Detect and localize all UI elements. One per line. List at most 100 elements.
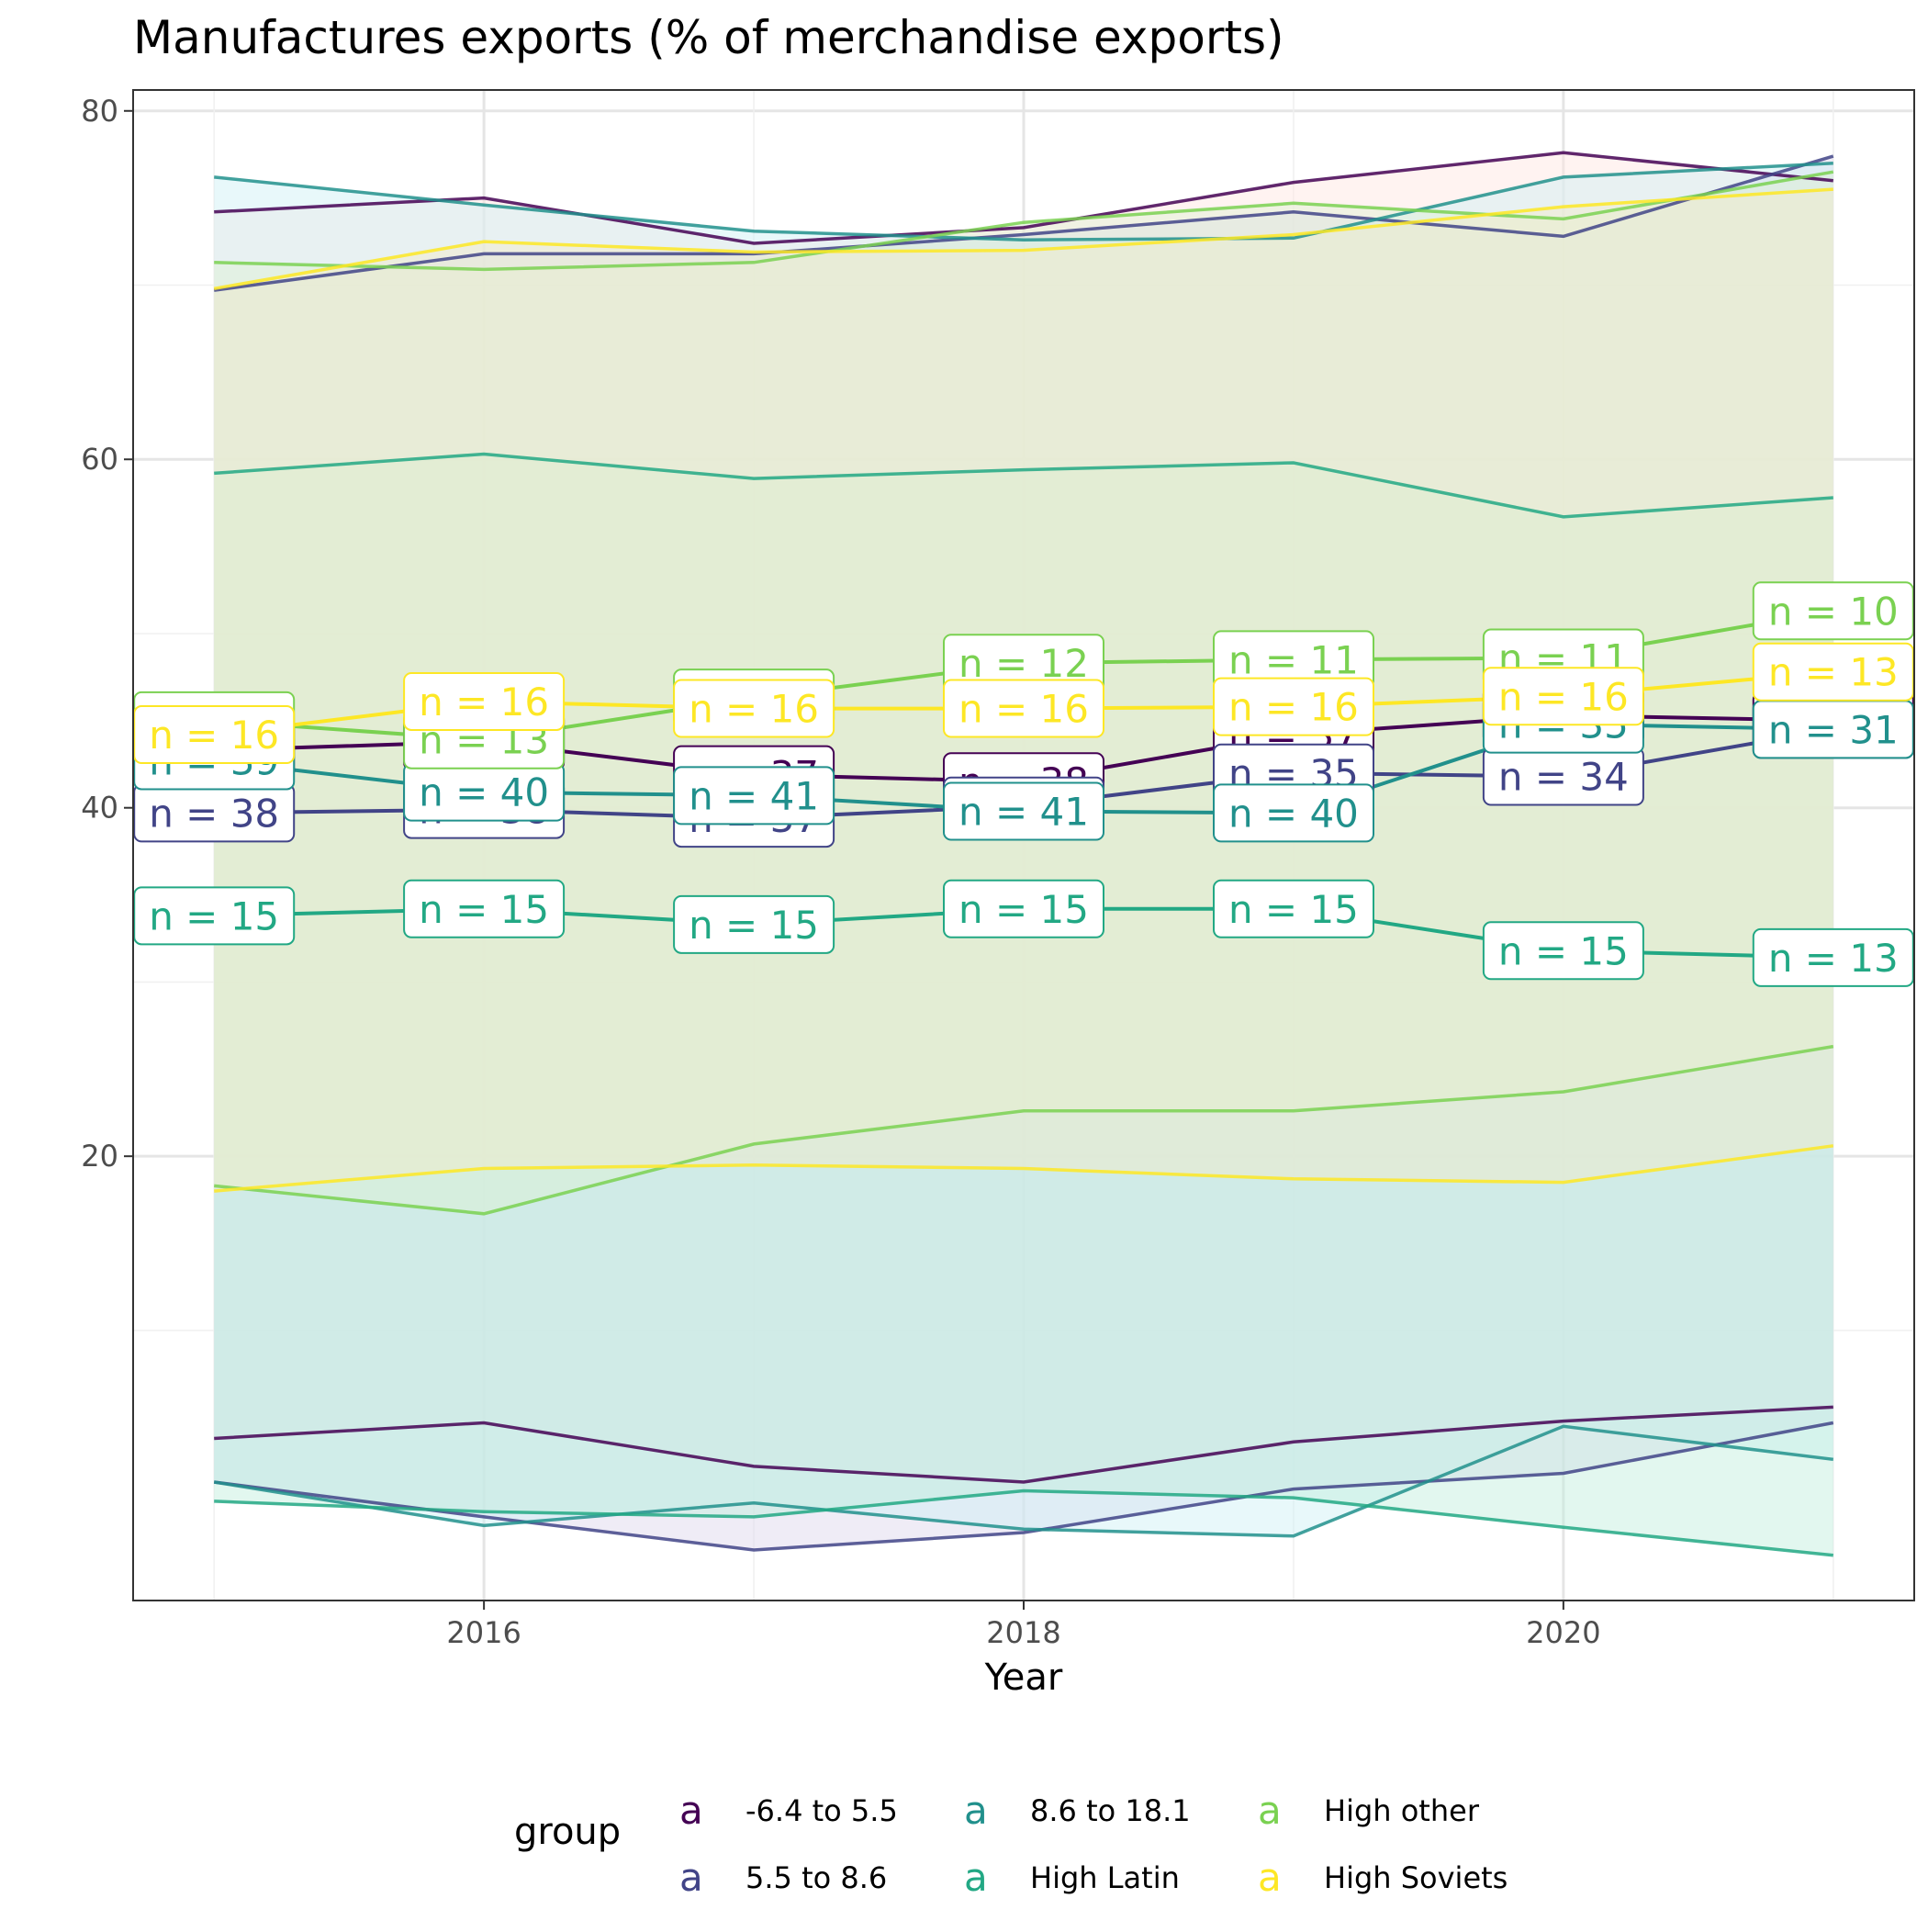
n-label-High Soviets: n = 16	[943, 679, 1104, 738]
band-5.5 to 8.6	[214, 156, 1833, 1551]
n-label-box	[403, 671, 566, 731]
n-label-text: n = 15	[149, 893, 279, 938]
legend: group a -6.4 to 5.5 a 8.6 to 18.1 a High othe…	[514, 1788, 1508, 1900]
n-label-High Latin: n = 15	[1213, 879, 1374, 938]
n-label-box	[1752, 927, 1914, 987]
legend-entry: a High Soviets	[1258, 1855, 1508, 1900]
line-lower--6.4 to 5.5	[214, 1405, 1833, 1484]
line-upper--6.4 to 5.5	[214, 151, 1833, 245]
n-label-box	[1752, 642, 1914, 702]
n-label-box	[673, 894, 835, 954]
n-label-High Soviets: n = 16	[403, 671, 566, 731]
n-label-text: n = 15	[1498, 928, 1629, 973]
n-label-text: n = 11	[1228, 637, 1359, 682]
n-label-text: n = 40	[419, 770, 549, 815]
x-tick-label: 2020	[1526, 1615, 1600, 1650]
line-upper-5.5 to 8.6	[213, 154, 1834, 292]
legend-key: a	[964, 1788, 988, 1833]
legend-label: -6.4 to 5.5	[745, 1793, 898, 1828]
n-label-text: n = 15	[1228, 887, 1359, 932]
legend-entry: a 8.6 to 18.1	[964, 1788, 1191, 1833]
n-label-High other: n = 10	[1752, 581, 1914, 641]
n-label-box	[943, 679, 1104, 738]
n-label-text: n = 16	[689, 687, 819, 732]
n-label-8.6 to 18.1: n = 31	[1752, 700, 1914, 759]
n-label-High other: n = 12	[943, 634, 1104, 693]
line-upper-High other	[214, 170, 1834, 272]
line-lower-High Latin	[214, 1488, 1833, 1557]
n-label-High other: n = 11	[1213, 630, 1374, 690]
n-label-text: n = 16	[1498, 674, 1629, 719]
n-label-8.6 to 18.1: n = 40	[403, 762, 566, 822]
legend-key: a	[679, 1788, 703, 1833]
legend-entry: a High Latin	[964, 1855, 1180, 1900]
legend-entry: a 5.5 to 8.6	[679, 1855, 887, 1900]
n-label-text: n = 13	[1768, 936, 1899, 981]
n-label-box	[133, 705, 296, 765]
n-label-8.6 to 18.1: n = 40	[1213, 783, 1374, 843]
n-label-text: n = 15	[689, 903, 819, 948]
line-lower-8.6 to 18.1	[213, 1424, 1834, 1538]
n-label-box	[133, 886, 296, 946]
n-label-box	[943, 781, 1104, 841]
n-label-High Soviets: n = 16	[1482, 667, 1644, 726]
n-label-8.6 to 18.1: n = 41	[673, 766, 835, 826]
n-label-text: n = 40	[1228, 791, 1359, 836]
n-label-5.5 to 8.6: n = 34	[1482, 747, 1644, 806]
n-label-text: n = 16	[958, 687, 1089, 732]
n-label-box	[1482, 921, 1644, 981]
legend-label: 8.6 to 18.1	[1030, 1793, 1191, 1828]
legend-label: High other	[1324, 1793, 1480, 1828]
n-label-High Latin: n = 15	[1482, 921, 1644, 981]
n-label-text: n = 41	[958, 790, 1089, 835]
legend-key: a	[679, 1855, 703, 1900]
legend-label: 5.5 to 8.6	[745, 1860, 887, 1895]
n-label-High Latin: n = 15	[403, 879, 566, 938]
n-label-8.6 to 18.1: n = 41	[943, 781, 1104, 841]
y-tick-label: 20	[81, 1139, 118, 1174]
n-label-text: n = 15	[419, 887, 549, 932]
line-lower-5.5 to 8.6	[213, 1421, 1834, 1552]
n-label-box	[673, 679, 835, 738]
legend-key: a	[964, 1855, 988, 1900]
line-upper-High Latin	[214, 452, 1833, 519]
legend-key: a	[1258, 1788, 1282, 1833]
legend-title: group	[514, 1811, 621, 1853]
n-label-High Latin: n = 15	[133, 886, 296, 946]
x-tick-label: 2018	[986, 1615, 1060, 1650]
n-label-text: n = 16	[149, 713, 279, 758]
n-label-box	[1752, 581, 1914, 641]
line-upper-High Soviets	[213, 187, 1833, 291]
n-label-High Soviets: n = 16	[673, 679, 835, 738]
n-label-box	[1213, 879, 1374, 938]
n-label-text: n = 13	[1768, 650, 1899, 695]
n-label-box	[943, 879, 1104, 938]
n-label-High Latin: n = 15	[943, 879, 1104, 938]
band-layer	[214, 152, 1833, 1556]
n-label-box	[1213, 677, 1374, 736]
legend-label: High Latin	[1030, 1860, 1180, 1895]
legend-label: High Soviets	[1324, 1860, 1508, 1895]
band-High Latin	[214, 454, 1833, 1556]
line-lower-High Soviets	[214, 1144, 1834, 1193]
n-label-text: n = 31	[1768, 707, 1899, 752]
chart-title: Manufactures exports (% of merchandise e…	[133, 11, 1284, 64]
n-label-text: n = 10	[1768, 589, 1899, 634]
line-lower-High other	[214, 1044, 1834, 1216]
axis-layer: 20 40 60 80 2016 2018 2020	[81, 94, 1600, 1650]
band-8.6 to 18.1	[214, 163, 1833, 1536]
n-label-text: n = 12	[958, 641, 1089, 686]
legend-entry: a -6.4 to 5.5	[679, 1788, 898, 1833]
legend-entry: a High other	[1258, 1788, 1480, 1833]
n-label-box	[1213, 783, 1374, 843]
n-label-text: n = 34	[1498, 755, 1629, 800]
n-label-High Soviets: n = 16	[133, 705, 296, 765]
y-tick-label: 40	[81, 791, 118, 826]
n-label-box	[403, 879, 566, 938]
n-label-text: n = 16	[1228, 685, 1359, 730]
line-upper-8.6 to 18.1	[214, 161, 1833, 242]
x-axis-title: Year	[984, 1657, 1063, 1699]
n-label-text: n = 15	[958, 887, 1089, 932]
